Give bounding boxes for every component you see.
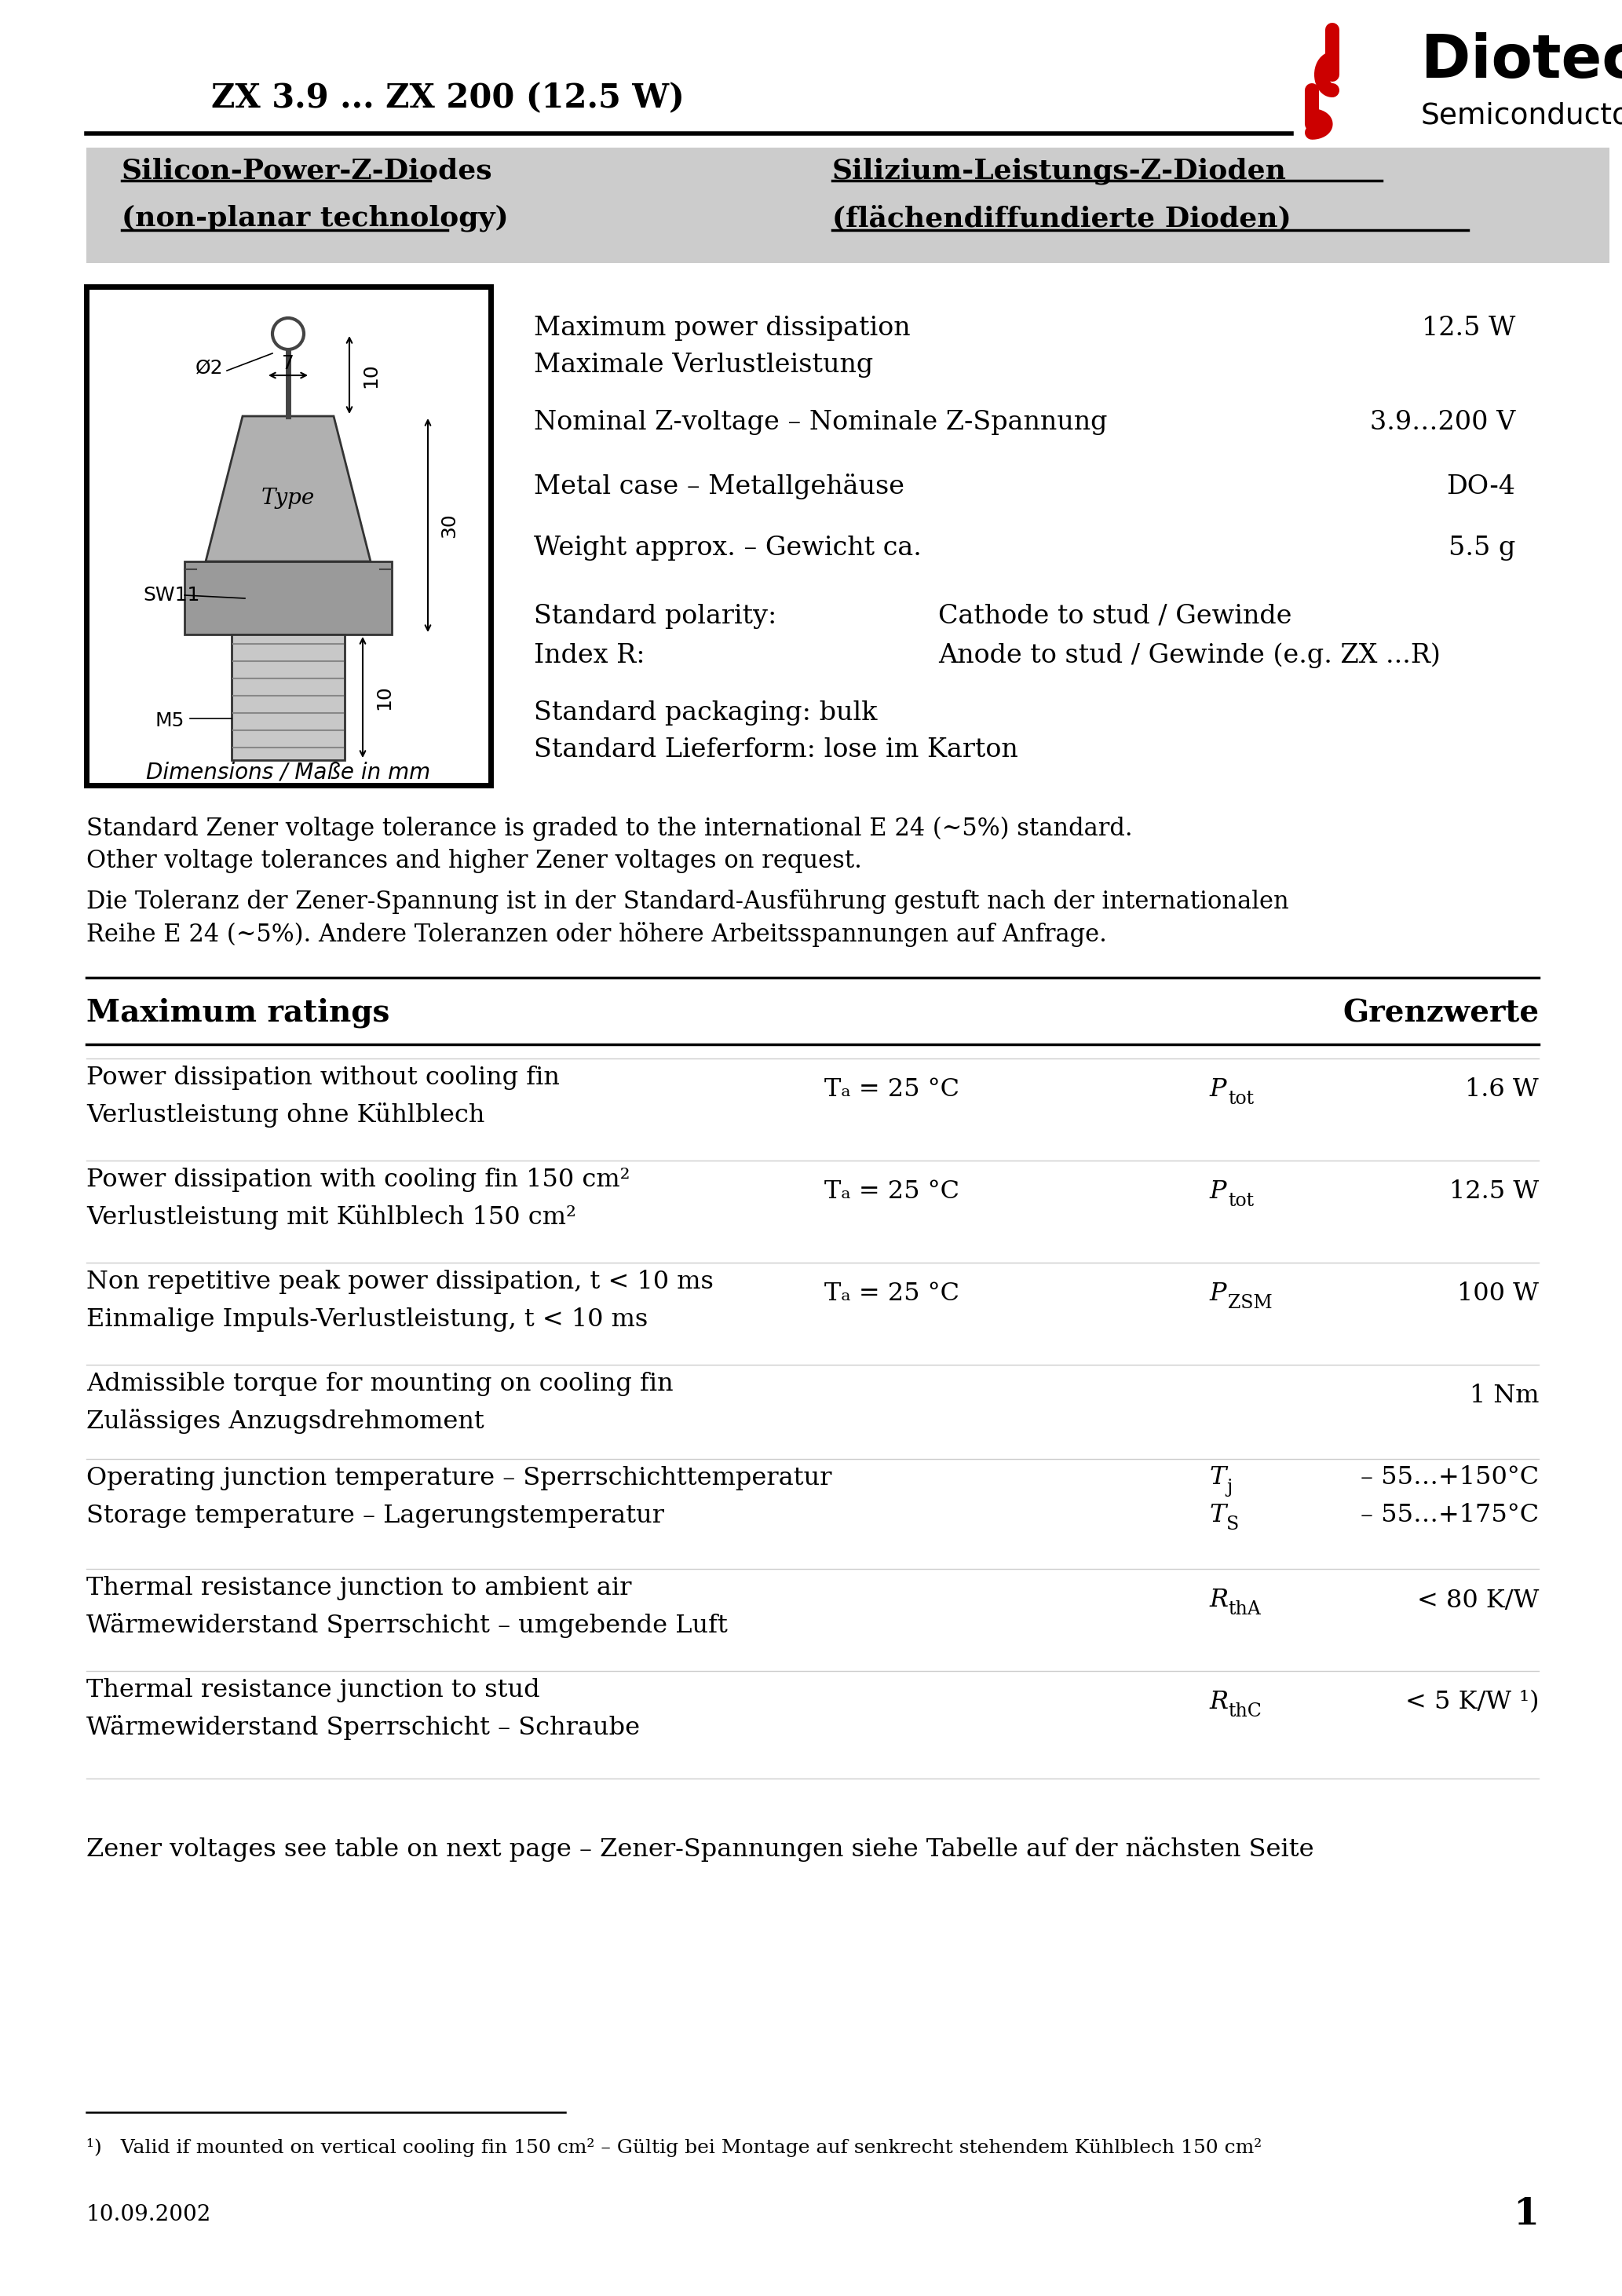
Text: Tₐ = 25 °C: Tₐ = 25 °C xyxy=(824,1077,960,1102)
Text: 12.5 W: 12.5 W xyxy=(1448,1180,1539,1203)
Text: P: P xyxy=(1208,1180,1226,1203)
Text: 5.5 g: 5.5 g xyxy=(1448,535,1515,560)
Bar xyxy=(232,634,344,760)
Text: Maximale Verlustleistung: Maximale Verlustleistung xyxy=(534,354,873,379)
Text: ZSM: ZSM xyxy=(1228,1295,1272,1313)
Text: – 55…+175°C: – 55…+175°C xyxy=(1361,1504,1539,1527)
Text: Weight approx. – Gewicht ca.: Weight approx. – Gewicht ca. xyxy=(534,535,921,560)
Text: Zener voltages see table on next page – Zener-Spannungen siehe Tabelle auf der n: Zener voltages see table on next page – … xyxy=(86,1837,1314,1862)
Text: Cathode to stud / Gewinde: Cathode to stud / Gewinde xyxy=(938,604,1291,629)
Text: P: P xyxy=(1208,1077,1226,1102)
Text: R: R xyxy=(1208,1690,1228,1715)
Text: S: S xyxy=(1226,1515,1239,1534)
Text: 1.6 W: 1.6 W xyxy=(1465,1077,1539,1102)
Text: tot: tot xyxy=(1228,1091,1254,1109)
Text: ¹)   Valid if mounted on vertical cooling fin 150 cm² – Gültig bei Montage auf s: ¹) Valid if mounted on vertical cooling … xyxy=(86,2138,1262,2156)
Text: Tₐ = 25 °C: Tₐ = 25 °C xyxy=(824,1281,960,1306)
Text: Die Toleranz der Zener-Spannung ist in der Standard-Ausführung gestuft nach der : Die Toleranz der Zener-Spannung ist in d… xyxy=(86,889,1289,914)
Text: 1: 1 xyxy=(1513,2197,1539,2232)
Text: Tₐ = 25 °C: Tₐ = 25 °C xyxy=(824,1180,960,1203)
Text: T: T xyxy=(1208,1504,1226,1527)
Bar xyxy=(185,563,393,634)
Text: tot: tot xyxy=(1228,1192,1254,1210)
Bar xyxy=(86,287,491,785)
Circle shape xyxy=(272,319,303,349)
Text: Standard packaging: bulk: Standard packaging: bulk xyxy=(534,700,878,726)
Text: Semiconductor: Semiconductor xyxy=(1421,101,1622,131)
Text: P: P xyxy=(1208,1281,1226,1306)
Text: 7: 7 xyxy=(282,354,294,372)
Text: Zulässiges Anzugsdrehmoment: Zulässiges Anzugsdrehmoment xyxy=(86,1410,485,1433)
Text: 12.5 W: 12.5 W xyxy=(1421,315,1515,340)
Text: Power dissipation with cooling fin 150 cm²: Power dissipation with cooling fin 150 c… xyxy=(86,1166,629,1192)
Text: SW11: SW11 xyxy=(143,585,200,604)
Text: M5: M5 xyxy=(154,712,183,730)
Text: Silicon-Power-Z-Diodes: Silicon-Power-Z-Diodes xyxy=(122,158,493,184)
Text: Ø2: Ø2 xyxy=(196,358,224,377)
Text: thC: thC xyxy=(1228,1704,1262,1720)
Text: Nominal Z-voltage – Nominale Z-Spannung: Nominal Z-voltage – Nominale Z-Spannung xyxy=(534,411,1108,434)
Text: DO-4: DO-4 xyxy=(1447,475,1515,501)
Bar xyxy=(86,147,1609,264)
Text: (non-planar technology): (non-planar technology) xyxy=(122,204,509,232)
Polygon shape xyxy=(206,416,370,563)
Text: Maximum ratings: Maximum ratings xyxy=(86,999,389,1029)
Text: thA: thA xyxy=(1228,1600,1260,1619)
Text: Index R:: Index R: xyxy=(534,643,646,668)
Text: 100 W: 100 W xyxy=(1457,1281,1539,1306)
Text: Type: Type xyxy=(261,489,315,510)
Text: Wärmewiderstand Sperrschicht – umgebende Luft: Wärmewiderstand Sperrschicht – umgebende… xyxy=(86,1612,728,1637)
Text: – 55…+150°C: – 55…+150°C xyxy=(1361,1465,1539,1490)
Text: Grenzwerte: Grenzwerte xyxy=(1343,999,1539,1029)
Text: Verlustleistung mit Kühlblech 150 cm²: Verlustleistung mit Kühlblech 150 cm² xyxy=(86,1205,576,1231)
Text: ZX 3.9 ... ZX 200 (12.5 W): ZX 3.9 ... ZX 200 (12.5 W) xyxy=(211,83,684,115)
Text: Standard polarity:: Standard polarity: xyxy=(534,604,777,629)
Text: Power dissipation without cooling fin: Power dissipation without cooling fin xyxy=(86,1065,560,1091)
Text: (flächendiffundierte Dioden): (flächendiffundierte Dioden) xyxy=(832,204,1291,232)
Text: Standard Lieferform: lose im Karton: Standard Lieferform: lose im Karton xyxy=(534,737,1019,762)
Text: 3.9…200 V: 3.9…200 V xyxy=(1371,411,1515,434)
Text: Thermal resistance junction to stud: Thermal resistance junction to stud xyxy=(86,1678,540,1701)
Text: Reihe E 24 (~5%). Andere Toleranzen oder höhere Arbeitsspannungen auf Anfrage.: Reihe E 24 (~5%). Andere Toleranzen oder… xyxy=(86,923,1106,946)
Text: < 80 K/W: < 80 K/W xyxy=(1416,1589,1539,1612)
Text: Non repetitive peak power dissipation, t < 10 ms: Non repetitive peak power dissipation, t… xyxy=(86,1270,714,1293)
Text: R: R xyxy=(1208,1589,1228,1612)
Text: T: T xyxy=(1208,1465,1226,1490)
Text: Thermal resistance junction to ambient air: Thermal resistance junction to ambient a… xyxy=(86,1575,631,1600)
Text: Verlustleistung ohne Kühlblech: Verlustleistung ohne Kühlblech xyxy=(86,1102,485,1127)
Text: Operating junction temperature – Sperrschichttemperatur: Operating junction temperature – Sperrsc… xyxy=(86,1465,832,1490)
Text: 10: 10 xyxy=(375,684,393,709)
Text: Dimensions / Maße in mm: Dimensions / Maße in mm xyxy=(146,762,430,783)
Text: 10: 10 xyxy=(362,363,380,388)
Text: Einmalige Impuls-Verlustleistung, t < 10 ms: Einmalige Impuls-Verlustleistung, t < 10… xyxy=(86,1306,647,1332)
Text: Admissible torque for mounting on cooling fin: Admissible torque for mounting on coolin… xyxy=(86,1371,673,1396)
Text: Other voltage tolerances and higher Zener voltages on request.: Other voltage tolerances and higher Zene… xyxy=(86,850,861,872)
Text: 30: 30 xyxy=(440,512,459,537)
Text: Anode to stud / Gewinde (e.g. ZX ...R): Anode to stud / Gewinde (e.g. ZX ...R) xyxy=(938,643,1440,668)
Text: Metal case – Metallgehäuse: Metal case – Metallgehäuse xyxy=(534,473,905,501)
Text: Wärmewiderstand Sperrschicht – Schraube: Wärmewiderstand Sperrschicht – Schraube xyxy=(86,1715,641,1740)
Text: Diotec: Diotec xyxy=(1421,32,1622,90)
Text: Storage temperature – Lagerungstemperatur: Storage temperature – Lagerungstemperatu… xyxy=(86,1504,663,1527)
Text: Maximum power dissipation: Maximum power dissipation xyxy=(534,315,910,340)
Text: 1 Nm: 1 Nm xyxy=(1470,1384,1539,1407)
Text: Standard Zener voltage tolerance is graded to the international E 24 (~5%) stand: Standard Zener voltage tolerance is grad… xyxy=(86,815,1132,840)
Text: < 5 K/W ¹): < 5 K/W ¹) xyxy=(1405,1690,1539,1715)
Text: 10.09.2002: 10.09.2002 xyxy=(86,2204,211,2225)
Text: Silizium-Leistungs-Z-Dioden: Silizium-Leistungs-Z-Dioden xyxy=(832,158,1286,184)
Text: j: j xyxy=(1226,1479,1233,1497)
